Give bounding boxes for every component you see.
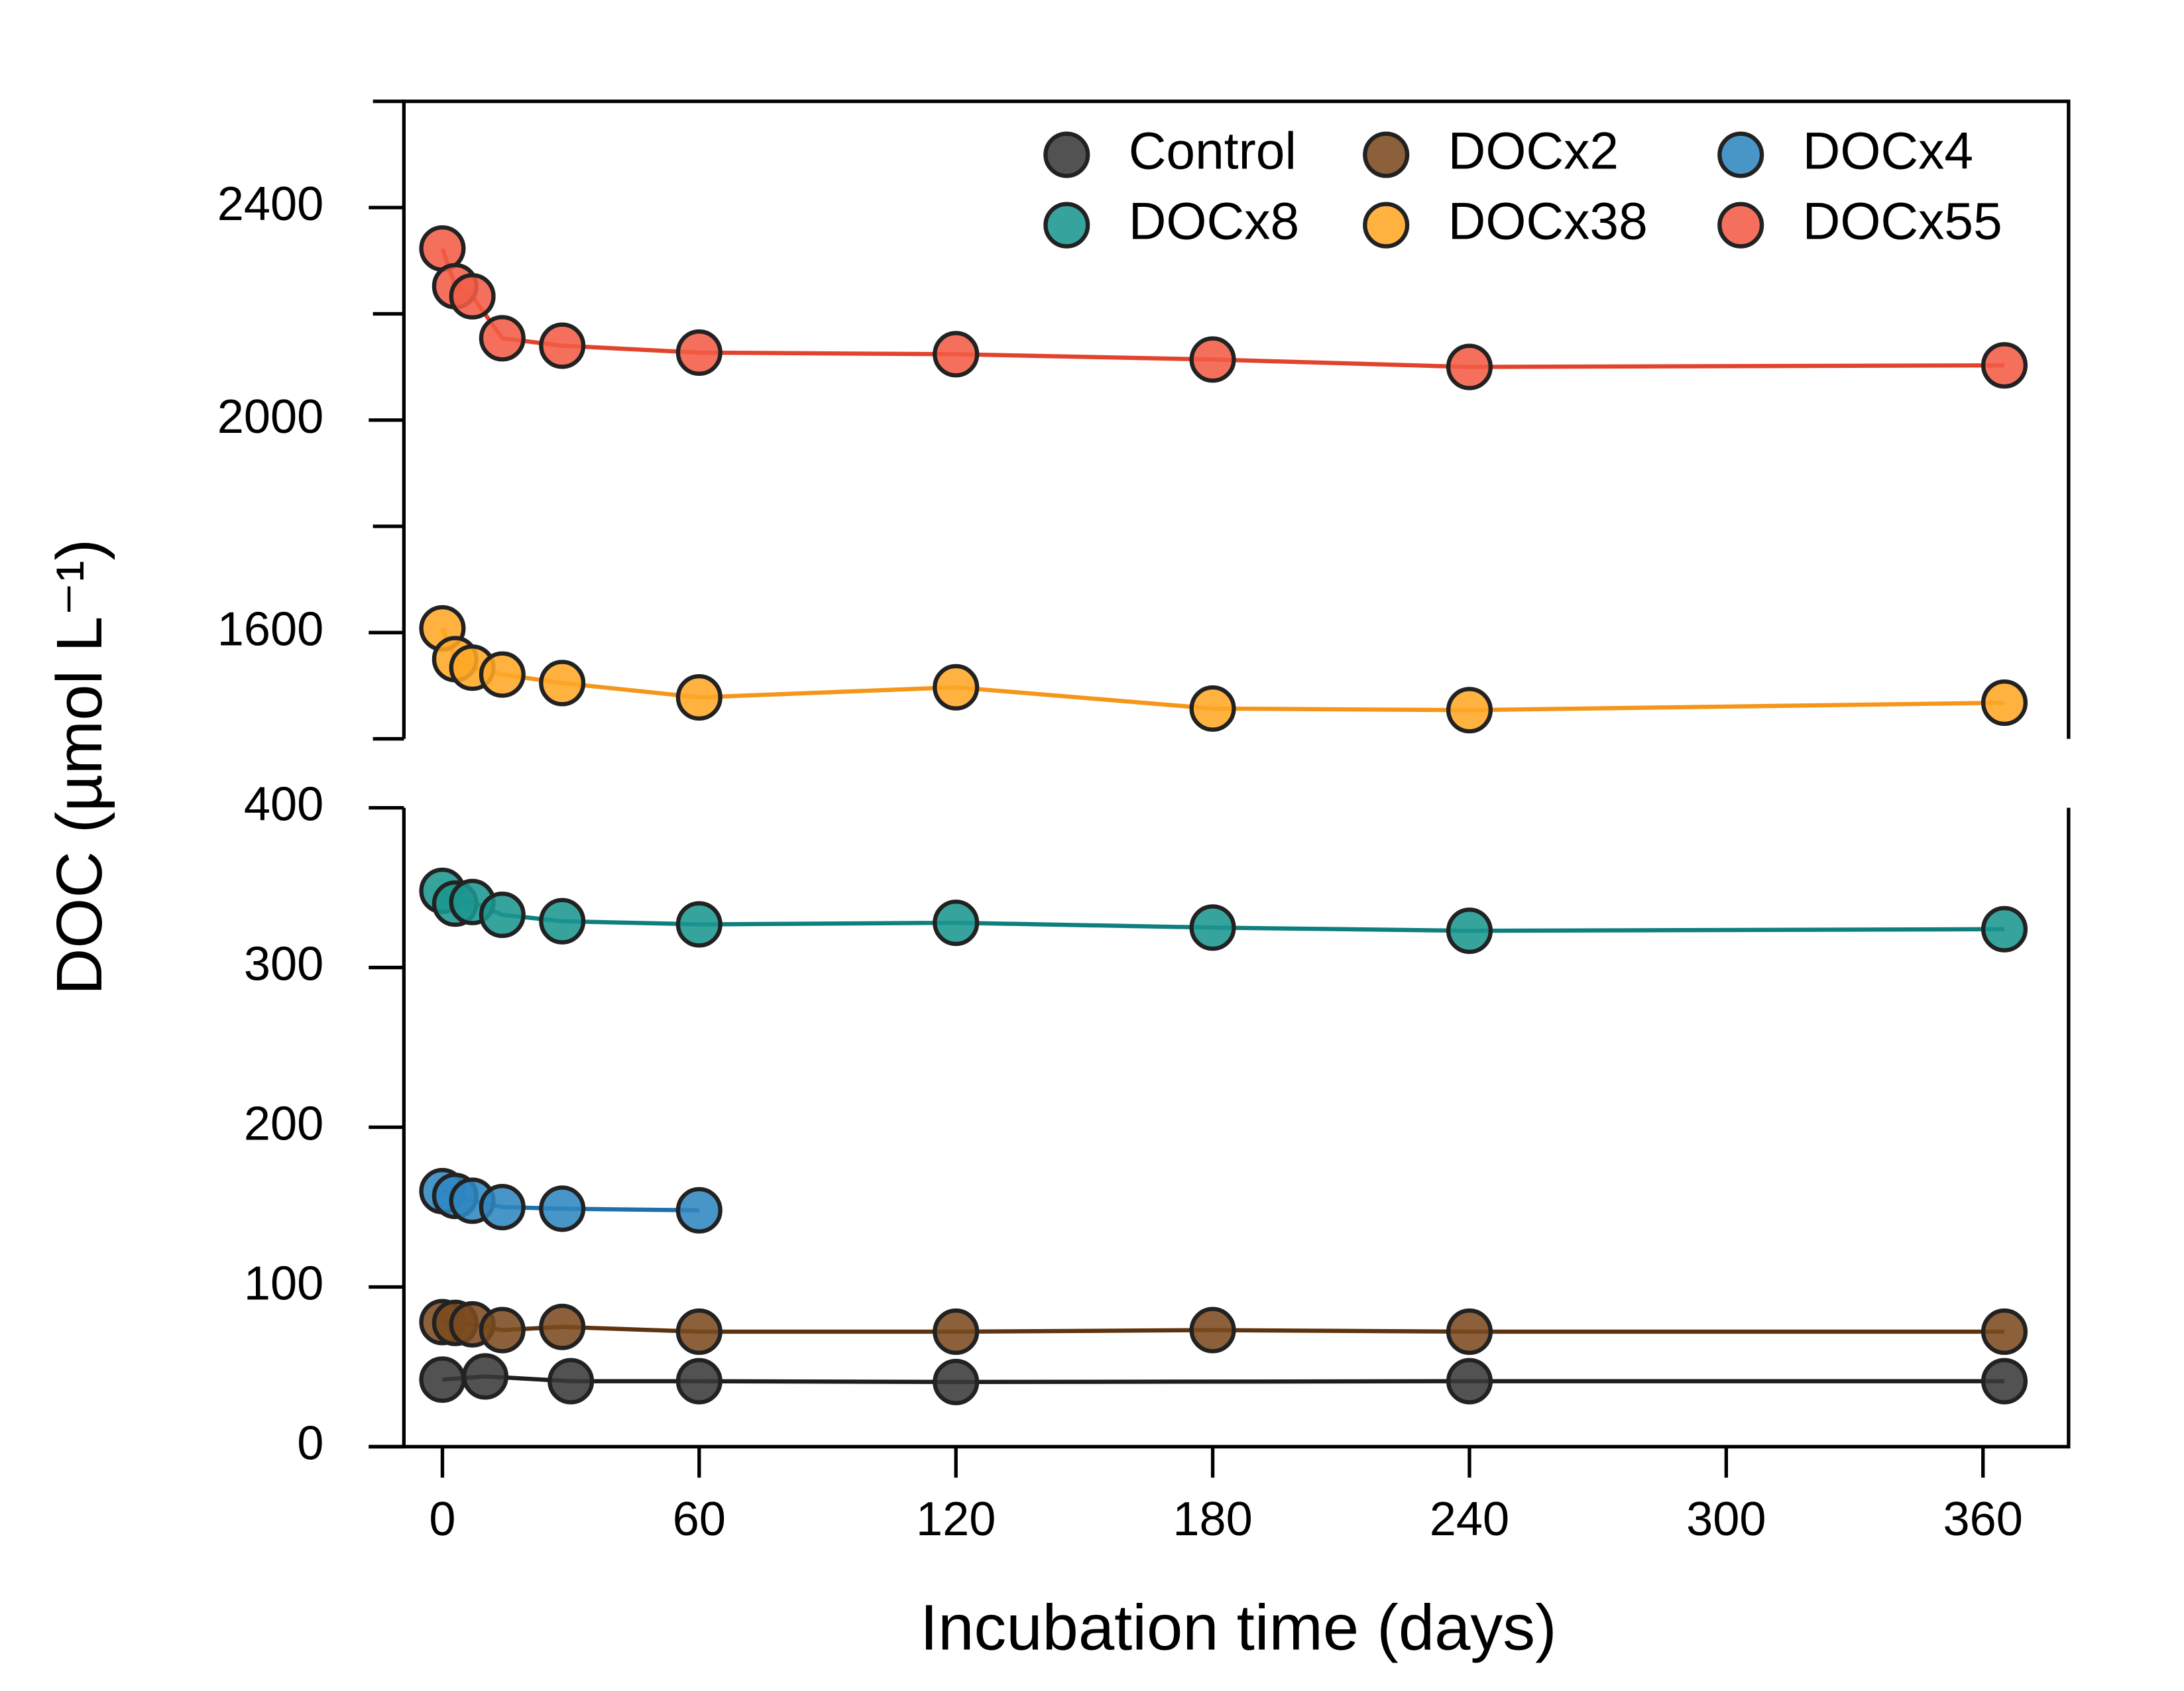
data-point — [1446, 907, 1493, 955]
data-point — [1981, 1308, 2028, 1355]
x-axis-title: Incubation time (days) — [920, 1591, 1557, 1663]
data-point — [547, 1358, 595, 1405]
data-point — [1189, 904, 1236, 951]
data-point — [933, 331, 980, 378]
data-point — [675, 901, 722, 948]
x-tick-label: 60 — [673, 1493, 726, 1546]
legend-marker — [1043, 202, 1090, 249]
data-point — [933, 1308, 980, 1355]
data-point — [675, 1187, 722, 1234]
data-point — [675, 674, 722, 721]
data-point — [479, 1307, 526, 1354]
y-tick-label: 2000 — [217, 390, 324, 443]
legend-label: DOCx8 — [1129, 192, 1300, 250]
data-point — [1446, 687, 1493, 734]
data-point — [539, 1303, 586, 1350]
data-point — [539, 660, 586, 707]
y-tick-label: 400 — [244, 778, 323, 831]
legend-label: DOCx2 — [1448, 121, 1619, 180]
x-tick-label: 120 — [916, 1493, 996, 1546]
x-tick-label: 0 — [429, 1493, 455, 1546]
legend-marker — [1363, 202, 1410, 249]
data-point — [479, 1183, 526, 1231]
data-point — [1189, 336, 1236, 383]
data-point — [479, 315, 526, 362]
x-tick-label: 180 — [1173, 1493, 1252, 1546]
data-point — [1446, 343, 1493, 390]
data-point — [419, 1356, 466, 1403]
legend-label: Control — [1129, 121, 1296, 180]
data-point — [933, 1358, 980, 1405]
data-point — [539, 1185, 586, 1232]
y-tick-label: 1600 — [217, 603, 324, 656]
data-point — [1981, 905, 2028, 953]
data-point — [479, 651, 526, 698]
legend-label: DOCx4 — [1803, 121, 1974, 180]
y-tick-label: 2400 — [217, 178, 324, 231]
legend-marker — [1717, 131, 1764, 178]
data-point — [539, 322, 586, 369]
data-point — [675, 1308, 722, 1355]
data-point — [461, 1353, 509, 1400]
y-axis-title: DOC (µmol L⁻¹) — [43, 539, 115, 995]
legend-marker — [1043, 131, 1090, 178]
data-point — [675, 329, 722, 376]
data-point — [1189, 1307, 1236, 1354]
panel-frame — [402, 807, 2071, 1449]
data-point — [449, 272, 496, 320]
legend-marker — [1363, 131, 1410, 178]
data-point — [479, 892, 526, 939]
data-point — [539, 898, 586, 945]
x-tick-label: 360 — [1943, 1493, 2023, 1546]
y-tick-label: 300 — [244, 938, 323, 991]
x-tick-label: 240 — [1430, 1493, 1509, 1546]
y-tick-label: 200 — [244, 1098, 323, 1151]
y-tick-label: 100 — [244, 1257, 323, 1311]
data-point — [675, 1358, 722, 1405]
legend-marker — [1717, 202, 1764, 249]
data-point — [1981, 679, 2028, 727]
data-point — [1981, 1358, 2028, 1405]
data-point — [1446, 1308, 1493, 1355]
legend-label: DOCx55 — [1803, 192, 2002, 250]
data-point — [1981, 342, 2028, 389]
data-point — [933, 664, 980, 711]
data-point — [933, 900, 980, 947]
x-tick-label: 300 — [1686, 1493, 1766, 1546]
data-point — [1189, 685, 1236, 732]
legend-label: DOCx38 — [1448, 192, 1648, 250]
y-tick-label: 0 — [297, 1417, 323, 1470]
data-point — [1446, 1358, 1493, 1405]
